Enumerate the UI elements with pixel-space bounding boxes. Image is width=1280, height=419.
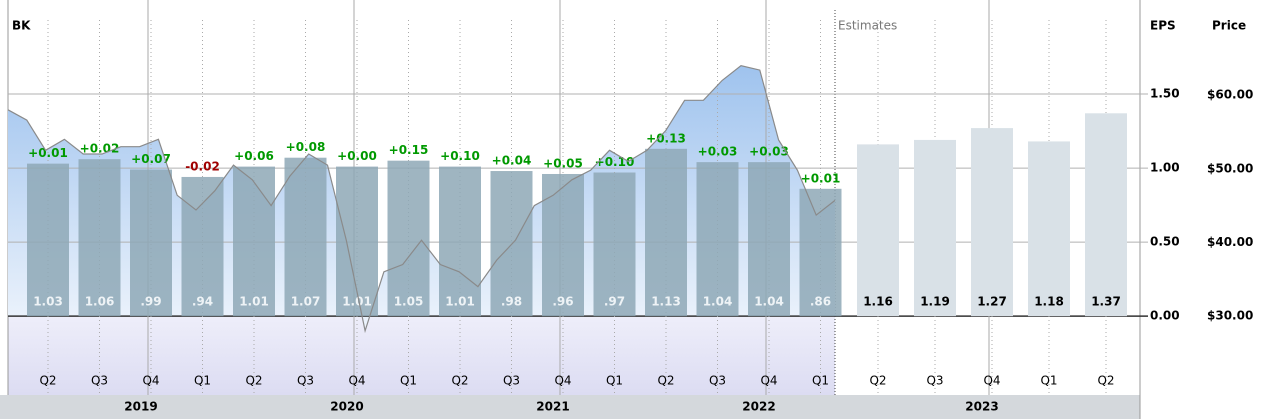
surprise-label: +0.02 [80, 142, 120, 156]
surprise-label: +0.08 [286, 140, 326, 154]
surprise-label: +0.06 [234, 149, 274, 163]
price-tick-label: $50.00 [1207, 161, 1253, 175]
surprise-label: +0.03 [749, 145, 789, 159]
surprise-label: +0.05 [543, 156, 583, 170]
quarter-label: Q4 [348, 374, 365, 388]
eps-label: 1.05 [394, 295, 424, 309]
lower-band [8, 316, 835, 395]
price-tick-label: $30.00 [1207, 309, 1253, 323]
quarter-label: Q2 [657, 374, 674, 388]
quarter-label: Q3 [91, 374, 108, 388]
eps-bar [593, 172, 636, 317]
eps-bar [439, 166, 481, 317]
quarter-label: Q2 [245, 374, 262, 388]
estimate-bar [1028, 141, 1070, 317]
eps-label: .98 [501, 295, 522, 309]
eps-bar [233, 166, 275, 317]
quarter-label: Q1 [812, 374, 829, 388]
eps-tick-label: 1.00 [1150, 161, 1180, 175]
price-tick-label: $60.00 [1207, 88, 1253, 102]
eps-bar [130, 169, 172, 317]
quarter-label: Q4 [760, 374, 777, 388]
eps-label: 1.04 [703, 295, 733, 309]
quarter-label: Q3 [503, 374, 520, 388]
eps-label: 1.01 [342, 295, 372, 309]
eps-axis-label: EPS [1150, 19, 1176, 33]
year-band [0, 395, 1140, 419]
eps-bar [799, 188, 842, 317]
quarter-label: Q3 [926, 374, 943, 388]
eps-bar [284, 157, 327, 317]
eps-tick-label: 0.50 [1150, 235, 1180, 249]
price-tick-label: $40.00 [1207, 235, 1253, 249]
eps-bar [645, 148, 687, 317]
quarter-label: Q4 [554, 374, 571, 388]
surprise-label: +0.07 [131, 152, 171, 166]
eps-tick-label: 1.50 [1150, 87, 1180, 101]
eps-label: 1.01 [445, 295, 475, 309]
quarter-label: Q1 [400, 374, 417, 388]
estimate-label: 1.37 [1091, 295, 1121, 309]
quarter-label: Q2 [451, 374, 468, 388]
year-label: 2021 [536, 400, 569, 414]
year-label: 2020 [330, 400, 363, 414]
eps-label: .97 [604, 295, 625, 309]
surprise-label: +0.01 [28, 146, 68, 160]
eps-label: .99 [140, 295, 161, 309]
estimate-bar [971, 128, 1013, 317]
estimate-label: 1.18 [1034, 295, 1064, 309]
estimate-label: 1.16 [863, 295, 893, 309]
eps-label: 1.03 [33, 295, 63, 309]
eps-label: .94 [192, 295, 213, 309]
surprise-label: -0.02 [185, 159, 220, 173]
eps-bar [696, 162, 739, 317]
quarter-label: Q1 [606, 374, 623, 388]
surprise-label: +0.15 [389, 143, 429, 157]
surprise-label: +0.13 [646, 131, 686, 145]
year-label: 2023 [965, 400, 998, 414]
eps-label: 1.07 [291, 295, 321, 309]
estimates-label: Estimates [838, 19, 897, 33]
eps-bar [181, 176, 224, 317]
quarter-label: Q1 [194, 374, 211, 388]
eps-label: 1.01 [239, 295, 269, 309]
price-axis-label: Price [1212, 19, 1246, 33]
estimate-bar [914, 139, 956, 317]
eps-bar [387, 160, 430, 317]
eps-label: .96 [552, 295, 573, 309]
surprise-label: +0.04 [492, 154, 532, 168]
surprise-label: +0.00 [337, 149, 377, 163]
quarter-label: Q2 [1097, 374, 1114, 388]
estimate-bar [1085, 113, 1127, 317]
estimate-label: 1.19 [920, 295, 950, 309]
eps-bar [78, 159, 121, 317]
surprise-label: +0.03 [698, 145, 738, 159]
eps-label: .86 [810, 295, 831, 309]
estimate-label: 1.27 [977, 295, 1007, 309]
eps-label: 1.13 [651, 295, 681, 309]
eps-bar [27, 163, 69, 317]
year-label: 2019 [124, 400, 157, 414]
eps-label: 1.04 [754, 295, 784, 309]
quarter-label: Q3 [709, 374, 726, 388]
title: BK [12, 19, 31, 33]
price-line [7, 65, 836, 334]
quarter-label: Q4 [142, 374, 159, 388]
surprise-label: +0.01 [801, 171, 841, 185]
eps-bar [748, 162, 790, 317]
year-label: 2022 [742, 400, 775, 414]
quarter-label: Q4 [983, 374, 1000, 388]
surprise-label: +0.10 [440, 149, 480, 163]
quarter-label: Q3 [297, 374, 314, 388]
quarter-label: Q2 [869, 374, 886, 388]
quarter-label: Q2 [39, 374, 56, 388]
eps-tick-label: 0.00 [1150, 309, 1180, 323]
estimate-bar [857, 144, 899, 317]
eps-label: 1.06 [85, 295, 115, 309]
quarter-label: Q1 [1040, 374, 1057, 388]
